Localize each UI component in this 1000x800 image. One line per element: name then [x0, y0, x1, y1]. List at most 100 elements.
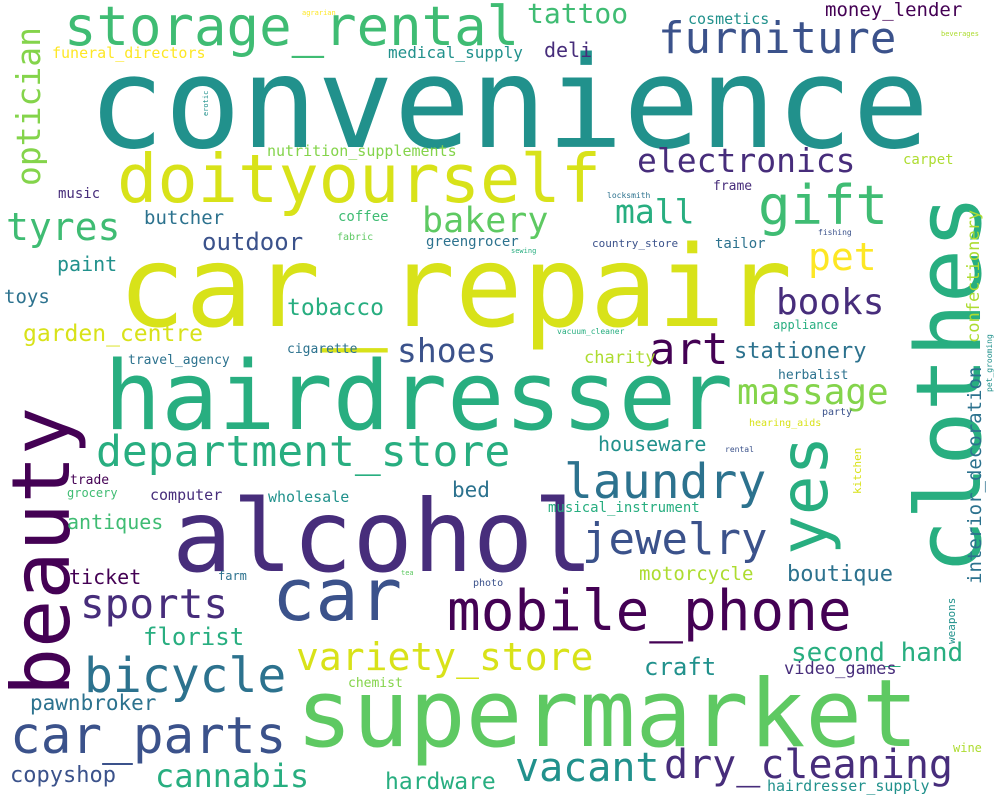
word-kitchen: kitchen: [851, 447, 864, 494]
word-hairdresser: hairdresser: [104, 342, 734, 452]
word-mobile-phone: mobile_phone: [447, 579, 852, 644]
word-art: art: [649, 324, 729, 375]
word-carpet: carpet: [903, 152, 954, 168]
word-optician: optician: [9, 27, 48, 186]
word-greengrocer: greengrocer: [426, 234, 519, 250]
word-car: car: [272, 553, 403, 637]
word-rental: rental: [725, 445, 754, 454]
word-ticket: ticket: [69, 565, 142, 589]
word-deli: deli: [544, 38, 593, 62]
word-garden-centre: garden_centre: [23, 321, 204, 347]
word-weapons: weapons: [945, 597, 958, 644]
word-chemist: chemist: [348, 676, 403, 691]
word-herbalist: herbalist: [778, 368, 849, 383]
word-pet-grooming: pet_grooming: [985, 334, 994, 392]
word-vacuum-cleaner: vacuum_cleaner: [557, 327, 625, 336]
word-country-store: country_store: [592, 237, 679, 250]
word-books: books: [776, 282, 885, 323]
word-locksmith: locksmith: [607, 191, 651, 200]
word-jewelry: jewelry: [582, 514, 768, 565]
word-beauty: beauty: [0, 407, 88, 696]
word-craft: craft: [644, 653, 717, 681]
word-agrarian: agrarian: [302, 9, 336, 17]
word-beverages: beverages: [941, 30, 979, 38]
word-cannabis: cannabis: [155, 757, 310, 795]
word-computer: computer: [150, 486, 223, 504]
word-vacant: vacant: [515, 745, 660, 791]
word-wine: wine: [953, 741, 982, 755]
word-fabric: fabric: [337, 232, 374, 243]
word-bakery: bakery: [422, 201, 549, 241]
word-trade: trade: [70, 473, 110, 488]
word-cosmetics: cosmetics: [688, 10, 770, 28]
word-boutique: boutique: [787, 562, 893, 587]
word-tailor: tailor: [715, 236, 766, 252]
word-florist: florist: [143, 623, 245, 651]
word-department-store: department_store: [96, 427, 511, 477]
word-confectionery: confectionery: [964, 209, 984, 343]
word-motorcycle: motorcycle: [639, 563, 754, 585]
word-paint: paint: [57, 252, 118, 276]
word-grocery: grocery: [67, 486, 118, 500]
word-tobacco: tobacco: [287, 295, 384, 321]
word-pet: pet: [808, 235, 877, 279]
word-shoes: shoes: [397, 331, 497, 370]
word-pawnbroker: pawnbroker: [30, 691, 157, 715]
word-storage-rental: storage_rental: [64, 0, 520, 58]
word-second-hand: second_hand: [791, 638, 964, 668]
word-photo: photo: [473, 578, 504, 589]
word-hearing-aids: hearing_aids: [749, 418, 822, 429]
word-antiques: antiques: [67, 510, 164, 534]
word-variety-store: variety_store: [296, 635, 594, 679]
word-car-parts: car_parts: [10, 707, 287, 766]
word-yes: yes: [766, 435, 843, 555]
word-mall: mall: [615, 192, 695, 231]
word-supermarket: supermarket: [296, 660, 919, 769]
word-sewing: sewing: [511, 247, 537, 255]
word-alcohol: alcohol: [172, 478, 594, 595]
word-furniture: furniture: [658, 13, 897, 64]
word-gift: gift: [758, 174, 889, 237]
word-hardware: hardware: [385, 769, 496, 795]
word-funeral-directors: funeral_directors: [52, 44, 206, 62]
word-cigarette: cigarette: [287, 342, 358, 357]
word-car-repair: car_repair: [118, 223, 793, 353]
word-fishing: fishing: [818, 228, 852, 237]
word-appliance: appliance: [773, 318, 839, 332]
word-dry-cleaning: dry_cleaning: [664, 742, 953, 788]
word-houseware: houseware: [598, 432, 707, 456]
word-hairdresser-supply: hairdresser_supply: [767, 777, 930, 795]
word-doityourself: doityourself: [117, 140, 602, 218]
word-tyres: tyres: [6, 205, 121, 249]
word-electronics: electronics: [637, 141, 856, 180]
word-outdoor: outdoor: [202, 228, 304, 256]
word-sports: sports: [80, 580, 229, 628]
word-copyshop: copyshop: [10, 763, 116, 788]
word-charity: charity: [584, 348, 656, 368]
word-convenience: convenience: [88, 29, 930, 177]
word-coffee: coffee: [338, 209, 389, 225]
word-wholesale: wholesale: [268, 488, 350, 506]
word-butcher: butcher: [144, 207, 225, 229]
word-money-lender: money_lender: [825, 0, 963, 21]
word-bicycle: bicycle: [84, 648, 287, 704]
word-toys: toys: [4, 286, 50, 308]
word-musical-instrument: musical_instrument: [548, 500, 700, 516]
word-travel-agency: travel_agency: [128, 353, 230, 368]
word-tea: tea: [401, 569, 414, 577]
word-medical-supply: medical_supply: [388, 43, 523, 62]
word-farm: farm: [218, 569, 247, 583]
word-nutrition-supplements: nutrition_supplements: [267, 142, 457, 160]
word-frame: frame: [713, 179, 753, 194]
word-laundry: laundry: [564, 454, 767, 510]
word-massage: massage: [737, 372, 889, 413]
word-stationery: stationery: [734, 339, 867, 364]
word-interior-decoration: interior_decoration: [964, 366, 986, 584]
word-bed: bed: [452, 478, 490, 502]
word-party: party: [822, 407, 853, 418]
word-tattoo: tattoo: [527, 0, 629, 30]
word-video-games: video_games: [784, 659, 897, 679]
word-erotic: erotic: [202, 90, 210, 116]
word-music: music: [58, 186, 101, 202]
